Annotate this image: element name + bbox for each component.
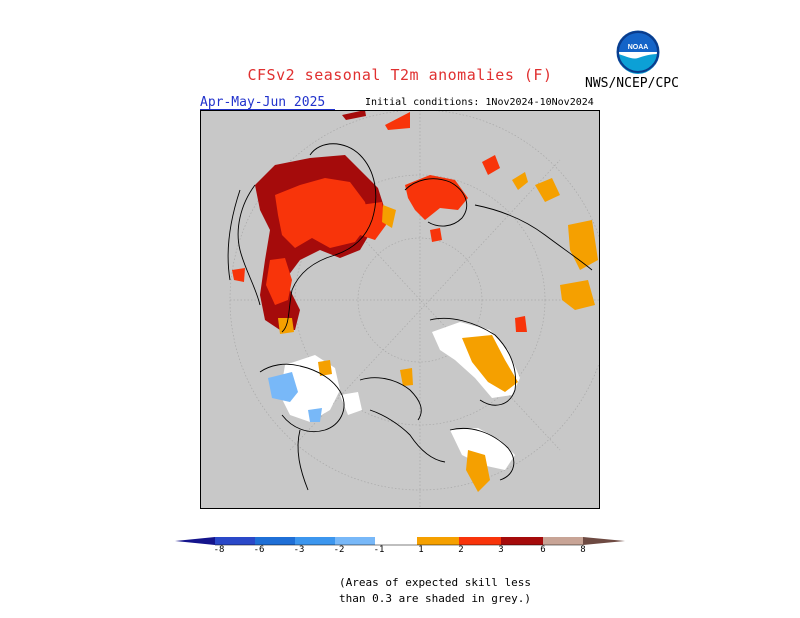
initial-conditions-label: Initial conditions: 1Nov2024-10Nov2024 [365, 97, 594, 108]
colorbar-label-3: -3 [294, 545, 305, 553]
noaa-logo: NOAA [616, 30, 660, 74]
colorbar-bin-5 [375, 537, 417, 545]
skill-note-line1: (Areas of expected skill less [338, 576, 532, 589]
warm-anomaly-greenland-canada [232, 110, 410, 334]
agency-label: NWS/NCEP/CPC [585, 76, 679, 91]
skill-note-line2: than 0.3 are shaded in grey.) [338, 592, 532, 605]
alaska-region [268, 355, 362, 422]
colorbar-label-8: 3 [498, 545, 503, 553]
colorbar-low-arrow [175, 537, 215, 545]
season-label: Apr-May-Jun 2025 [200, 95, 326, 110]
polar-anomaly-map [200, 110, 600, 509]
coastlines [227, 143, 593, 491]
colorbar-label-2: -6 [254, 545, 265, 553]
logo-text: NOAA [628, 44, 649, 51]
colorbar-bin-9 [543, 537, 583, 545]
season-underline [200, 109, 335, 110]
colorbar-bin-3 [295, 537, 335, 545]
colorbar-label-10: 8 [580, 545, 585, 553]
warm-anomaly-siberia [400, 322, 520, 492]
map-title: CFSv2 seasonal T2m anomalies (F) [247, 66, 553, 84]
colorbar-label-5: -1 [374, 545, 385, 553]
colorbar-bin-6 [417, 537, 459, 545]
colorbar-label-6: 1 [418, 545, 423, 553]
colorbar-label-4: -2 [334, 545, 345, 553]
colorbar-bin-8 [501, 537, 543, 545]
colorbar-bin-1 [215, 537, 255, 545]
colorbar-bin-7 [459, 537, 501, 545]
colorbar-bin-2 [255, 537, 295, 545]
colorbar-label-7: 2 [458, 545, 463, 553]
skill-mask-background [200, 110, 600, 509]
colorbar-label-1: -8 [214, 545, 225, 553]
colorbar-label-9: 6 [540, 545, 545, 553]
map-border [200, 110, 600, 509]
colorbar: -8 -6 -3 -2 -1 1 2 3 6 8 [175, 537, 625, 553]
colorbar-bin-4 [335, 537, 375, 545]
colorbar-high-arrow [583, 537, 625, 545]
